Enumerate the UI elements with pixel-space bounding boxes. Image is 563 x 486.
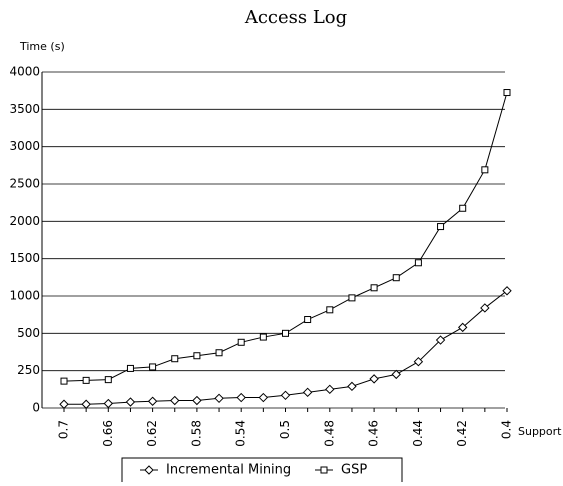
marker	[236, 392, 246, 403]
marker	[302, 387, 313, 398]
x-axis-label: Support	[518, 425, 562, 438]
marker	[481, 166, 489, 174]
legend-label: Incremental Mining	[166, 463, 291, 478]
y-axis-label: Time (s)	[19, 40, 65, 53]
marker	[369, 374, 379, 384]
marker	[171, 355, 179, 363]
marker	[457, 322, 468, 333]
legend-box	[121, 457, 403, 486]
marker	[347, 381, 357, 392]
marker	[192, 395, 202, 406]
x-tick-label: 0.54	[234, 420, 248, 447]
marker	[502, 286, 512, 296]
marker	[280, 390, 291, 401]
x-tick-label: 0.5	[278, 420, 292, 439]
y-tick-label: 250	[17, 363, 40, 377]
marker	[170, 395, 180, 406]
marker	[326, 306, 334, 314]
marker	[104, 376, 112, 384]
x-tick-label: 0.42	[455, 420, 469, 447]
marker	[125, 397, 136, 407]
legend-marker	[320, 466, 328, 474]
x-tick-label: 0.66	[101, 420, 115, 447]
y-tick-label: 0	[32, 401, 40, 415]
marker	[391, 369, 401, 380]
marker	[237, 338, 245, 346]
x-tick-label: 0.44	[411, 420, 425, 447]
marker	[59, 399, 69, 409]
marker	[258, 392, 269, 403]
marker	[437, 223, 445, 231]
x-tick-label: 0.4	[500, 420, 514, 439]
marker	[60, 377, 68, 385]
marker	[149, 363, 157, 371]
marker	[414, 259, 422, 267]
legend-marker	[144, 465, 154, 475]
marker	[126, 364, 134, 372]
legend-label: GSP	[341, 463, 367, 478]
chart-title: Access Log	[244, 7, 347, 28]
marker	[459, 204, 467, 212]
x-tick-label: 0.48	[322, 420, 336, 447]
y-tick-label: 500	[17, 326, 40, 340]
marker	[503, 89, 511, 97]
x-tick-label: 0.62	[145, 420, 159, 447]
marker	[370, 284, 378, 292]
marker	[103, 398, 114, 409]
y-tick-label: 2500	[9, 177, 40, 191]
marker	[348, 294, 356, 302]
y-tick-label: 3500	[9, 102, 40, 116]
marker	[413, 356, 424, 367]
marker	[214, 393, 224, 404]
y-tick-label: 1000	[9, 289, 40, 303]
marker	[282, 329, 289, 337]
x-tick-label: 0.7	[57, 420, 71, 439]
marker	[392, 274, 400, 282]
marker	[193, 352, 201, 360]
series-line	[64, 290, 508, 405]
y-tick-label: 2000	[9, 214, 40, 228]
marker	[304, 316, 312, 324]
marker	[81, 399, 91, 409]
marker	[435, 335, 446, 345]
marker	[325, 384, 335, 395]
marker	[82, 376, 90, 384]
x-tick-label: 0.46	[367, 420, 381, 447]
marker	[480, 303, 490, 313]
marker	[215, 349, 223, 357]
y-tick-label: 3000	[9, 139, 40, 153]
y-tick-label: 4000	[9, 65, 40, 79]
marker	[147, 396, 158, 406]
marker	[259, 333, 267, 341]
x-tick-label: 0.58	[189, 420, 203, 447]
y-tick-label: 1500	[9, 251, 40, 265]
